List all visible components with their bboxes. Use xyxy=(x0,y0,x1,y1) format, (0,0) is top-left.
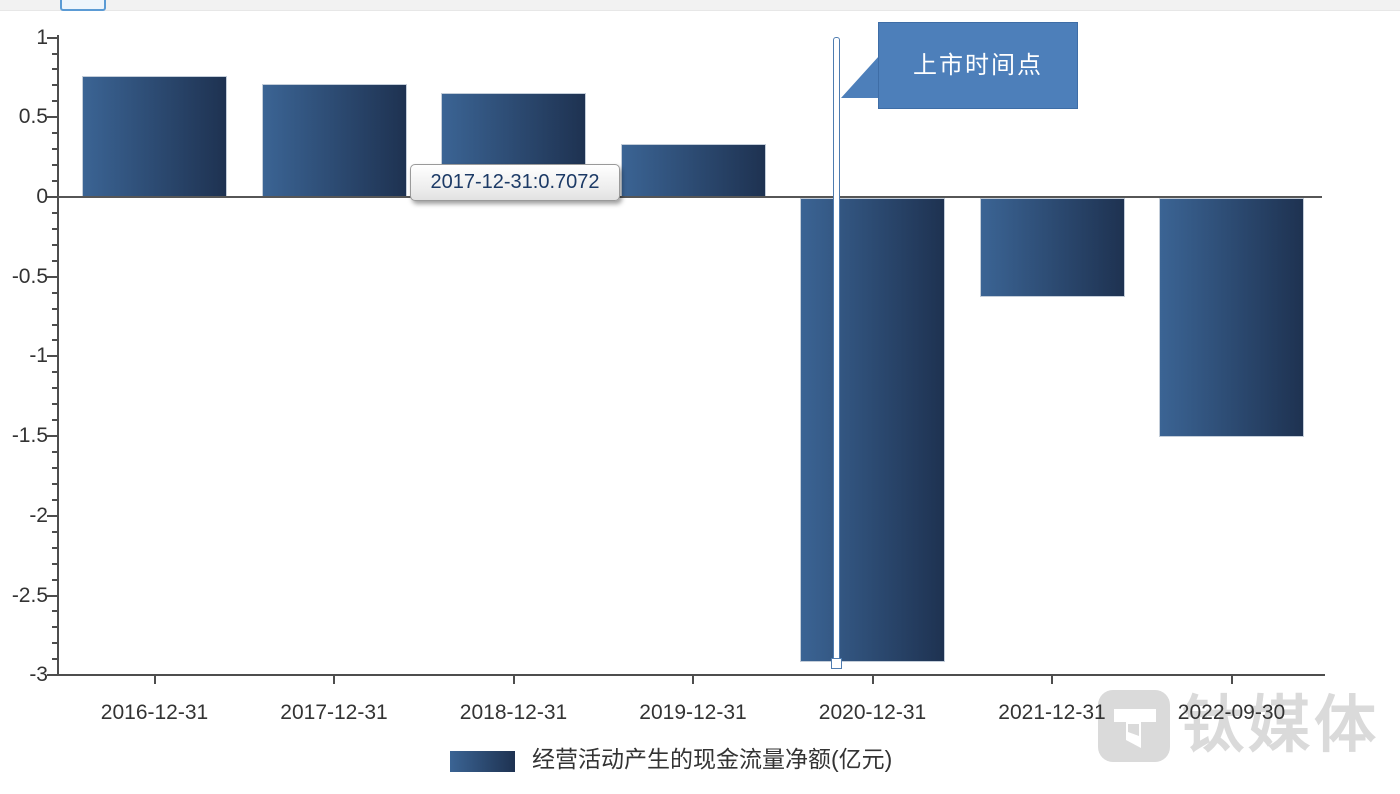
x-axis-label: 2022-09-30 xyxy=(1177,701,1286,724)
y-axis-minor-tick xyxy=(52,84,58,87)
y-axis-minor-tick xyxy=(52,52,58,55)
y-axis-minor-tick xyxy=(52,610,58,613)
y-axis-label: -0.5 xyxy=(11,264,48,288)
y-axis-minor-tick xyxy=(52,482,58,485)
y-axis-minor-tick xyxy=(52,498,58,501)
ipo-flag-foot xyxy=(831,658,842,669)
watermark: 钛媒体 xyxy=(1098,690,1380,762)
y-axis-minor-tick xyxy=(52,243,58,246)
y-axis-line xyxy=(57,35,59,676)
y-axis-label: -2 xyxy=(29,503,48,527)
y-axis-minor-tick xyxy=(52,211,58,214)
x-axis-tick xyxy=(1051,676,1053,684)
y-axis-minor-tick xyxy=(52,323,58,326)
y-axis-minor-tick xyxy=(52,227,58,230)
y-axis-minor-tick xyxy=(52,132,58,135)
x-axis-tick xyxy=(153,676,156,684)
y-axis-minor-tick xyxy=(52,419,58,422)
top-strip xyxy=(0,0,1400,11)
legend-swatch[interactable] xyxy=(450,750,515,772)
y-axis-minor-tick xyxy=(52,403,58,406)
y-axis-label: -1.5 xyxy=(11,424,48,448)
y-axis-minor-tick xyxy=(52,530,58,533)
x-axis-tick xyxy=(1230,676,1233,684)
chart-tooltip: 2017-12-31:0.7072 xyxy=(410,164,620,201)
y-axis-minor-tick xyxy=(52,148,58,151)
y-axis-minor-tick xyxy=(52,371,58,374)
y-axis-minor-tick xyxy=(52,626,58,629)
bar-2022-09-30[interactable] xyxy=(1159,198,1304,438)
bar-2016-12-31[interactable] xyxy=(82,75,227,197)
y-axis-label: -2.5 xyxy=(11,583,48,607)
x-axis-tick xyxy=(512,676,515,684)
y-axis-label: 0 xyxy=(36,185,48,208)
zero-baseline xyxy=(58,196,1322,198)
y-axis-minor-tick xyxy=(52,259,58,262)
y-axis-major-tick xyxy=(47,355,58,358)
y-axis-major-tick xyxy=(47,674,58,677)
y-axis-label: -1 xyxy=(29,344,48,368)
y-axis-minor-tick xyxy=(52,339,58,342)
ipo-flag-pointer xyxy=(841,56,879,98)
x-axis-label: 2018-12-31 xyxy=(459,701,568,724)
x-axis-line xyxy=(56,674,1325,676)
partial-button[interactable] xyxy=(60,0,106,11)
y-axis-minor-tick xyxy=(52,562,58,565)
x-axis-label: 2021-12-31 xyxy=(998,701,1106,724)
y-axis-major-tick xyxy=(47,196,58,198)
y-axis-major-tick xyxy=(47,514,58,517)
tmtpost-logo-icon xyxy=(1098,690,1170,762)
ipo-flag-label: 上市时间点 xyxy=(878,22,1078,109)
y-axis-minor-tick xyxy=(52,578,58,581)
y-axis-major-tick xyxy=(47,275,58,278)
y-axis-minor-tick xyxy=(52,546,58,549)
y-axis-minor-tick xyxy=(52,451,58,454)
x-axis-label: 2020-12-31 xyxy=(818,701,927,724)
y-axis-label: 0.5 xyxy=(18,105,48,129)
x-axis-tick xyxy=(692,676,694,684)
bar-2020-12-31[interactable] xyxy=(800,198,945,662)
y-axis-minor-tick xyxy=(52,164,58,167)
y-axis-minor-tick xyxy=(52,387,58,390)
y-axis-minor-tick xyxy=(52,466,58,469)
bar-2021-12-31[interactable] xyxy=(979,198,1125,297)
bar-2017-12-31[interactable] xyxy=(261,84,407,197)
y-axis-label: 1 xyxy=(36,25,48,49)
y-axis-minor-tick xyxy=(52,100,58,103)
y-axis-minor-tick xyxy=(52,68,58,71)
y-axis-major-tick xyxy=(47,116,58,119)
bar-2019-12-31[interactable] xyxy=(620,144,766,197)
y-axis-minor-tick xyxy=(52,658,58,661)
watermark-text: 钛媒体 xyxy=(1182,691,1381,760)
x-axis-tick xyxy=(871,676,874,684)
y-axis-major-tick xyxy=(47,435,58,438)
legend-label[interactable]: 经营活动产生的现金流量净额(亿元) xyxy=(532,746,893,772)
x-axis-label: 2017-12-31 xyxy=(280,701,388,724)
y-axis-major-tick xyxy=(47,594,58,597)
y-axis-minor-tick xyxy=(52,180,58,183)
y-axis-label: -3 xyxy=(29,663,48,687)
y-axis-major-tick xyxy=(47,36,58,39)
ipo-flag-pole xyxy=(833,37,840,659)
y-axis-minor-tick xyxy=(52,291,58,294)
x-axis-label: 2019-12-31 xyxy=(639,701,747,724)
x-axis-label: 2016-12-31 xyxy=(100,701,209,724)
x-axis-tick xyxy=(333,676,335,684)
legend[interactable]: 经营活动产生的现金流量净额(亿元) xyxy=(450,744,892,774)
y-axis-minor-tick xyxy=(52,642,58,645)
y-axis-minor-tick xyxy=(52,307,58,310)
